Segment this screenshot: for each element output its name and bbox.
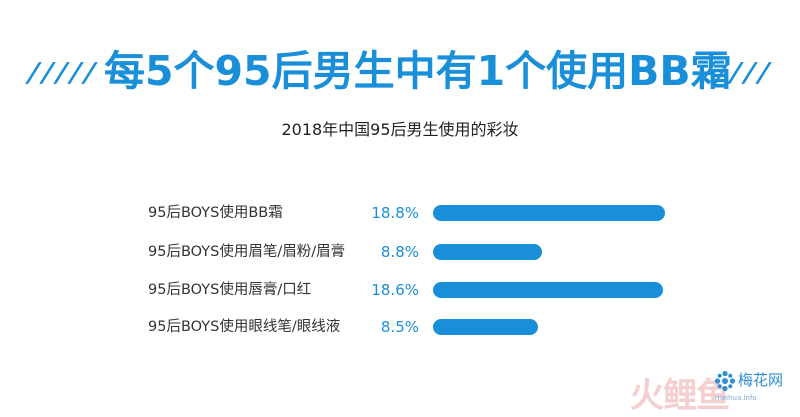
bar-value-label: 18.6%: [371, 281, 419, 299]
watermark: 火鲤鱼 梅花网 meihua.info: [624, 360, 800, 416]
bar-value-label: 8.5%: [380, 318, 419, 336]
bar-value-label: 18.8%: [371, 204, 419, 222]
bar-category-label: 95后BOYS使用眉笔/眉粉/眉膏: [148, 244, 346, 260]
bar-value-label: 8.8%: [380, 243, 419, 261]
bar: [433, 205, 665, 221]
bar-category-label: 95后BOYS使用眼线笔/眼线液: [148, 319, 341, 335]
headline-banner: 每5个95后男生中有1个使用BB霜: [0, 40, 800, 100]
bar-category-label: 95后BOYS使用唇膏/口红: [148, 282, 312, 298]
meihua-logo-icon: [714, 370, 736, 392]
bar: [433, 244, 542, 260]
watermark-brand-glyphs: 火鲤鱼: [630, 376, 730, 416]
watermark-url: meihua.info: [715, 394, 757, 402]
right-slash-decoration: [698, 52, 776, 88]
headline-title: 每5个95后男生中有1个使用BB霜: [104, 47, 732, 95]
bar: [433, 282, 663, 298]
left-slash-decoration: [24, 52, 102, 88]
watermark-logo-text: 梅花网: [738, 371, 784, 389]
bar: [433, 319, 538, 335]
bar-category-label: 95后BOYS使用BB霜: [148, 205, 283, 221]
chart-title: 2018年中国95后男生使用的彩妆: [281, 120, 519, 139]
